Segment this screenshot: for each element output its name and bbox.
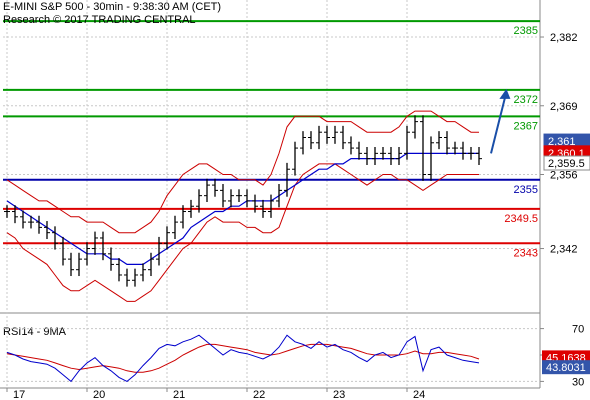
- level-label: 2367: [514, 120, 538, 132]
- moving-average-line: [6, 152, 479, 265]
- x-tick-label: 17: [13, 389, 25, 400]
- level-label: 2349.5: [504, 213, 538, 225]
- y-tick-label: 2,382: [550, 32, 578, 44]
- rsi-line: [6, 334, 480, 383]
- x-tick-label: 24: [413, 389, 425, 400]
- forecast-arrow-head: [499, 88, 511, 99]
- x-tick-label: 23: [333, 389, 345, 400]
- copyright-text: Research © 2017 TRADING CENTRAL: [3, 14, 196, 26]
- price-tag-label: 2,361: [548, 136, 576, 148]
- level-label: 2343: [514, 247, 538, 259]
- rsi-title: RSI14 - 9MA: [3, 326, 67, 338]
- rsi-y-tick-label: 30: [572, 376, 584, 388]
- x-tick-label: 22: [253, 389, 265, 400]
- y-tick-label: 2,369: [550, 101, 578, 113]
- bollinger-upper-band: [6, 110, 479, 234]
- x-tick-label: 21: [173, 389, 185, 400]
- level-label: 2372: [514, 94, 538, 106]
- rsi-ma-line: [6, 343, 480, 373]
- price-tag-label: 2,359.5: [548, 158, 585, 170]
- bollinger-lower-band: [6, 163, 479, 302]
- rsi-y-tick-label: 70: [572, 324, 584, 336]
- rsi-tag-43.8031: [542, 360, 590, 375]
- rsi-tag-label: 43.8031: [546, 362, 586, 374]
- y-tick-label: 2,342: [550, 244, 578, 256]
- price-tag-2,359.5: [543, 155, 590, 171]
- y-tick-label: 2,356: [550, 170, 578, 182]
- forecast-arrow-shaft: [490, 95, 507, 154]
- level-label: 2385: [514, 25, 538, 37]
- level-label: 2355: [514, 184, 538, 196]
- chart-title: E-MINI S&P 500 - 30min - 9:38:30 AM (CET…: [3, 1, 222, 13]
- x-tick-label: 20: [93, 389, 105, 400]
